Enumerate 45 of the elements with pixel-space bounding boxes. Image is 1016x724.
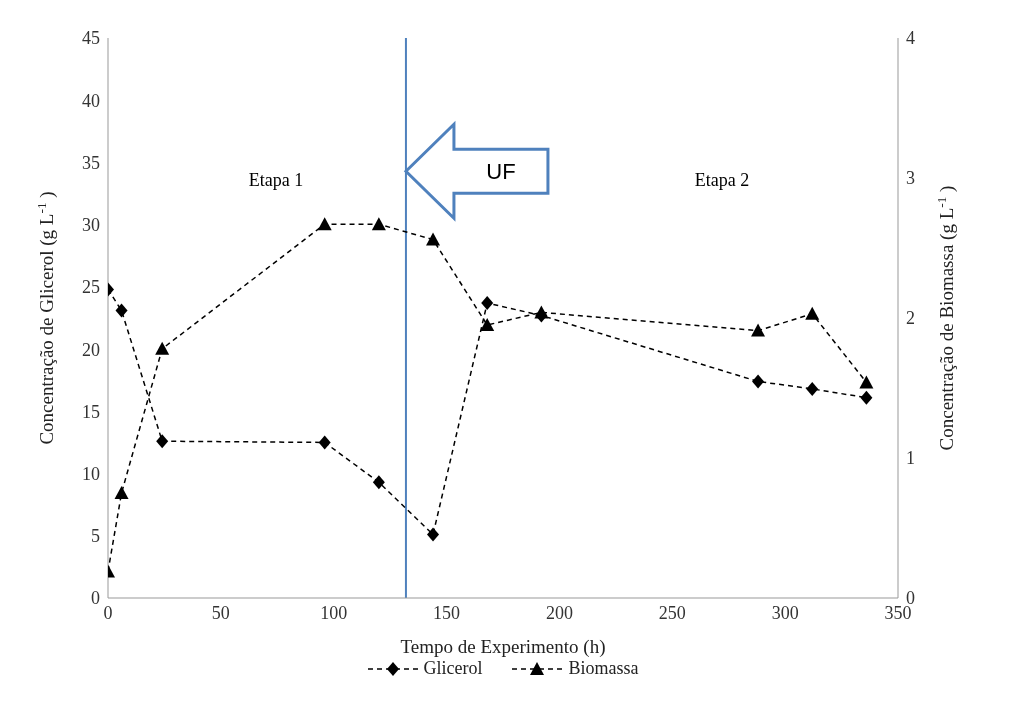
y-tick-label: 0: [91, 588, 100, 609]
y2-tick-label: 1: [906, 448, 915, 469]
y-tick-label: 20: [82, 339, 100, 360]
annotation: Etapa 1: [248, 170, 304, 191]
y-tick-label: 30: [82, 215, 100, 236]
y2-tick-label: 2: [906, 308, 915, 329]
y-tick-label: 5: [91, 526, 100, 547]
y-tick-label: 25: [82, 277, 100, 298]
point: [372, 475, 385, 490]
x-axis-title: Tempo de Experimento (h): [400, 636, 606, 658]
point: [371, 217, 386, 231]
point: [752, 374, 765, 389]
point: [115, 303, 128, 318]
y2-tick-label: 3: [906, 168, 915, 189]
y2-tick-label: 4: [906, 28, 915, 49]
annotation: UF: [486, 159, 516, 185]
y-tick-label: 40: [82, 90, 100, 111]
point: [427, 527, 440, 542]
point: [156, 434, 169, 449]
point: [318, 435, 331, 450]
point: [806, 381, 819, 396]
y-tick-label: 45: [82, 28, 100, 49]
x-tick-label: 100: [320, 602, 348, 623]
legend-label: Biomassa: [567, 658, 639, 679]
y-tick-label: 10: [82, 463, 100, 484]
point: [480, 318, 495, 331]
legend-label: Glicerol: [422, 658, 483, 679]
point: [805, 306, 820, 320]
point: [114, 486, 129, 499]
point: [155, 341, 170, 355]
x-tick-label: 200: [545, 602, 573, 623]
point: [860, 390, 873, 405]
x-tick-label: 250: [658, 602, 686, 623]
point: [481, 296, 494, 311]
point: [751, 323, 766, 337]
annotation: Etapa 2: [694, 170, 750, 191]
x-tick-label: 300: [771, 602, 799, 623]
y-tick-label: 15: [82, 401, 100, 422]
point: [426, 232, 441, 246]
point: [534, 305, 549, 319]
y-tick-label: 35: [82, 152, 100, 173]
x-tick-label: 50: [211, 602, 230, 623]
x-tick-label: 150: [433, 602, 461, 623]
point: [317, 217, 332, 231]
point: [859, 375, 874, 389]
